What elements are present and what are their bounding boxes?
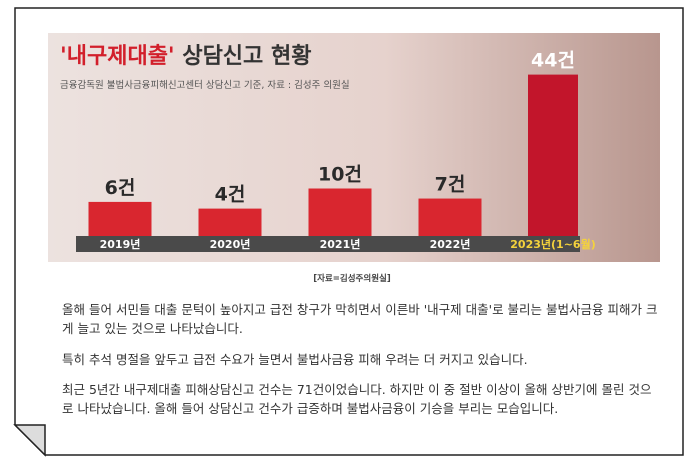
data-label: 4건 (215, 184, 246, 206)
year-band (76, 236, 580, 252)
bar (308, 188, 372, 236)
chart-title: '내구제대출' 상담신고 현황 (60, 44, 311, 69)
x-tick-label: 2023년(1~6월) (510, 237, 595, 251)
bar (418, 198, 482, 236)
data-label: 10건 (318, 164, 362, 186)
folded-corner (13, 424, 46, 457)
data-label: 7건 (435, 174, 466, 196)
x-tick-label: 2022년 (430, 237, 471, 251)
bar (88, 201, 152, 236)
chart-subtitle: 금융감독원 불법사금융피해신고센터 상담신고 기준, 자료 : 김성주 의원실 (60, 79, 350, 91)
paragraph: 최근 5년간 내구제대출 피해상담신고 건수는 71건이었습니다. 하지만 이 … (62, 382, 652, 416)
paragraph: 특히 추석 명절을 앞두고 급전 수요가 늘면서 불법사금융 피해 우려는 더 … (62, 352, 528, 367)
x-tick-label: 2019년 (100, 237, 141, 251)
data-label: 44건 (531, 50, 575, 72)
bar (198, 208, 262, 236)
image-caption: [자료=김성주의원실] (313, 273, 391, 284)
title-rest: 상담신고 현황 (175, 44, 312, 69)
bar (528, 74, 578, 236)
title-highlight: '내구제대출' (60, 44, 175, 69)
x-tick-label: 2021년 (320, 237, 361, 251)
x-tick-label: 2020년 (210, 237, 251, 251)
data-label: 6건 (105, 177, 136, 199)
paragraph: 올해 들어 서민들 대출 문턱이 높아지고 급전 창구가 막히면서 이른바 '내… (62, 302, 658, 336)
